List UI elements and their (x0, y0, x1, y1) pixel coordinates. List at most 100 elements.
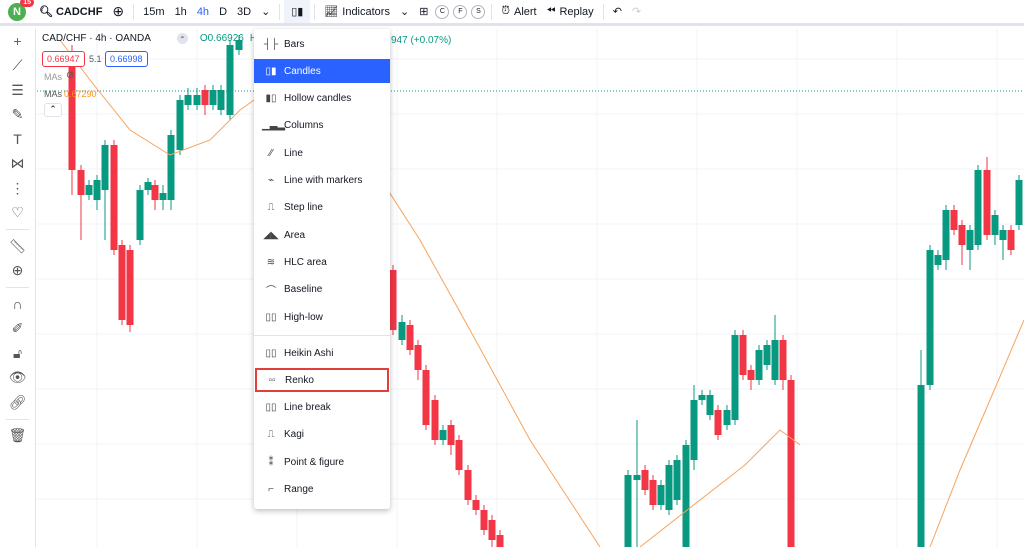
trash-tool[interactable]: 🗑︎ (0, 424, 35, 449)
alert-button[interactable]: ⏰︎ Alert (496, 0, 541, 23)
hidden-eye-icon[interactable]: ⊘ (66, 70, 75, 81)
candle-body (488, 520, 496, 540)
candle-body (755, 350, 763, 380)
text-tool[interactable]: T (0, 127, 35, 152)
menu-item-label: Point & figure (284, 456, 345, 468)
candle-body (176, 100, 184, 150)
ma2-value: 0.67290 (64, 89, 97, 99)
menu-item-step-line[interactable]: ⎍ Step line (254, 196, 390, 220)
brush-tool[interactable]: ✎ (0, 103, 35, 128)
eye-tool[interactable]: 👁︎ (0, 366, 35, 391)
menu-item-area[interactable]: ◢◣ Area (254, 223, 390, 247)
candle-body (950, 210, 958, 230)
high-low-icon: ▯▯ (265, 311, 277, 323)
undo-button[interactable]: ↶ (608, 0, 627, 23)
interval-1h[interactable]: 1h (174, 5, 187, 18)
lock-drawing-tool[interactable]: ✐ (0, 317, 35, 342)
menu-item-line-with-markers[interactable]: ⌁ Line with markers (254, 169, 390, 193)
candle-body (422, 370, 430, 425)
menu-item-candles[interactable]: ▯▮ Candles (254, 59, 390, 84)
forecast-tool[interactable]: ⋮ (0, 176, 35, 201)
menu-item-line-break[interactable]: ▯▯ Line break (254, 396, 390, 420)
candle-body (763, 345, 771, 365)
menu-item-heikin-ashi[interactable]: ▯▯ Heikin Ashi (254, 341, 390, 365)
candle-body (958, 225, 966, 245)
collapse-legend-button[interactable]: - (176, 33, 188, 44)
menu-item-renko[interactable]: ▫▫ Renko (255, 368, 389, 393)
lock-tool[interactable]: 🔓︎ (0, 341, 35, 366)
price-chart[interactable] (37, 29, 1024, 547)
menu-item-label: Bars (284, 38, 305, 50)
layout-button[interactable]: ⊞ (414, 0, 433, 23)
candle-body (126, 250, 134, 325)
menu-item-label: Renko (285, 374, 314, 386)
ohlc-open: O0.66926 (199, 33, 244, 44)
collapse-indicators-button[interactable]: ⌃ (44, 103, 62, 117)
candle-body (480, 510, 488, 530)
heart-tool[interactable]: ♡ (0, 201, 35, 226)
symbol-search-button[interactable]: 🔍︎ CADCHF (34, 0, 107, 23)
symbol-label: CADCHF (55, 5, 103, 18)
menu-item-hollow-candles[interactable]: ▮▯ Hollow candles (254, 87, 390, 111)
candle-body (999, 230, 1007, 240)
forecast-icon: ⋮ (10, 179, 25, 196)
zoom-in-tool[interactable]: ⊕ (0, 259, 35, 284)
text-icon: T (13, 131, 22, 148)
candle-body (966, 230, 974, 250)
replay-button[interactable]: ⏪︎ Replay (542, 0, 599, 23)
compare-symbol-button[interactable]: ⊕ (107, 0, 129, 23)
circle-button-c[interactable]: C (435, 4, 450, 19)
candle-body (649, 480, 657, 505)
menu-item-label: High-low (284, 311, 323, 323)
crosshair-tool[interactable]: + (0, 29, 35, 54)
candle-body (235, 40, 243, 50)
menu-item-columns[interactable]: ▁▃▂ Columns (254, 114, 390, 138)
pattern-tool[interactable]: ⋈ (0, 152, 35, 177)
magnet-tool[interactable]: ∩ (0, 292, 35, 317)
candle-body (747, 370, 755, 380)
interval-4h[interactable]: 4h (196, 5, 210, 18)
menu-item-bars[interactable]: ┤├ Bars (254, 32, 390, 56)
menu-item-kagi[interactable]: ⎍ Kagi (254, 423, 390, 447)
menu-item-label: HLC area (284, 256, 327, 268)
brush-icon: ✎ (11, 106, 24, 123)
candle-body (101, 145, 109, 190)
interval-D[interactable]: D (219, 5, 228, 18)
circle-button-s[interactable]: S (471, 4, 486, 19)
hlc-area-icon: ≋ (266, 256, 276, 268)
indicators-label: Indicators (342, 5, 390, 18)
menu-item-label: Kagi (284, 429, 305, 441)
interval-3D[interactable]: 3D (237, 5, 252, 18)
indicators-dropdown[interactable]: ⌄ (395, 0, 414, 23)
buy-price-button[interactable]: 0.66998 (105, 51, 148, 67)
ruler-tool[interactable]: 📏︎ (0, 234, 35, 259)
candle-body (787, 380, 795, 547)
menu-item-baseline[interactable]: ⌒ Baseline (254, 278, 390, 302)
candle-body (496, 535, 504, 547)
candle-body (917, 385, 925, 547)
redo-button[interactable]: ↷ (627, 0, 646, 23)
candle-body (714, 410, 722, 435)
alert-label: Alert (514, 5, 537, 18)
sell-price-button[interactable]: 0.66947 (42, 51, 85, 67)
chart-type-menu: ┤├ Bars ▯▮ Candles ▮▯ Hollow candles ▁▃▂ Column… (254, 29, 390, 509)
menu-item-hlc-area[interactable]: ≋ HLC area (254, 250, 390, 274)
fib-tool[interactable]: ☰ (0, 78, 35, 103)
candle-body (201, 90, 209, 105)
candle-body (723, 410, 731, 425)
interval-15m[interactable]: 15m (143, 5, 165, 18)
trend-line-tool[interactable]: ⟋ (0, 54, 35, 79)
menu-item-point-figure[interactable]: ⁑ Point & figure (254, 450, 390, 474)
avatar[interactable]: N 15 (8, 0, 34, 21)
menu-item-range[interactable]: ⌐ Range (254, 478, 390, 502)
indicators-button[interactable]: 📈︎ Indicators (319, 0, 395, 23)
candle-body (398, 322, 406, 340)
divider (602, 3, 604, 20)
link-tool[interactable]: 🔗︎ (0, 390, 35, 415)
chart-type-button[interactable]: ▯▮ (284, 0, 311, 23)
magnet-icon: ∩ (12, 296, 23, 313)
circle-button-f[interactable]: F (453, 4, 468, 19)
menu-item-high-low[interactable]: ▯▯ High-low (254, 305, 390, 329)
interval-dropdown[interactable]: ⌄ (256, 0, 275, 23)
menu-item-line[interactable]: ⁄⁄ Line (254, 141, 390, 165)
